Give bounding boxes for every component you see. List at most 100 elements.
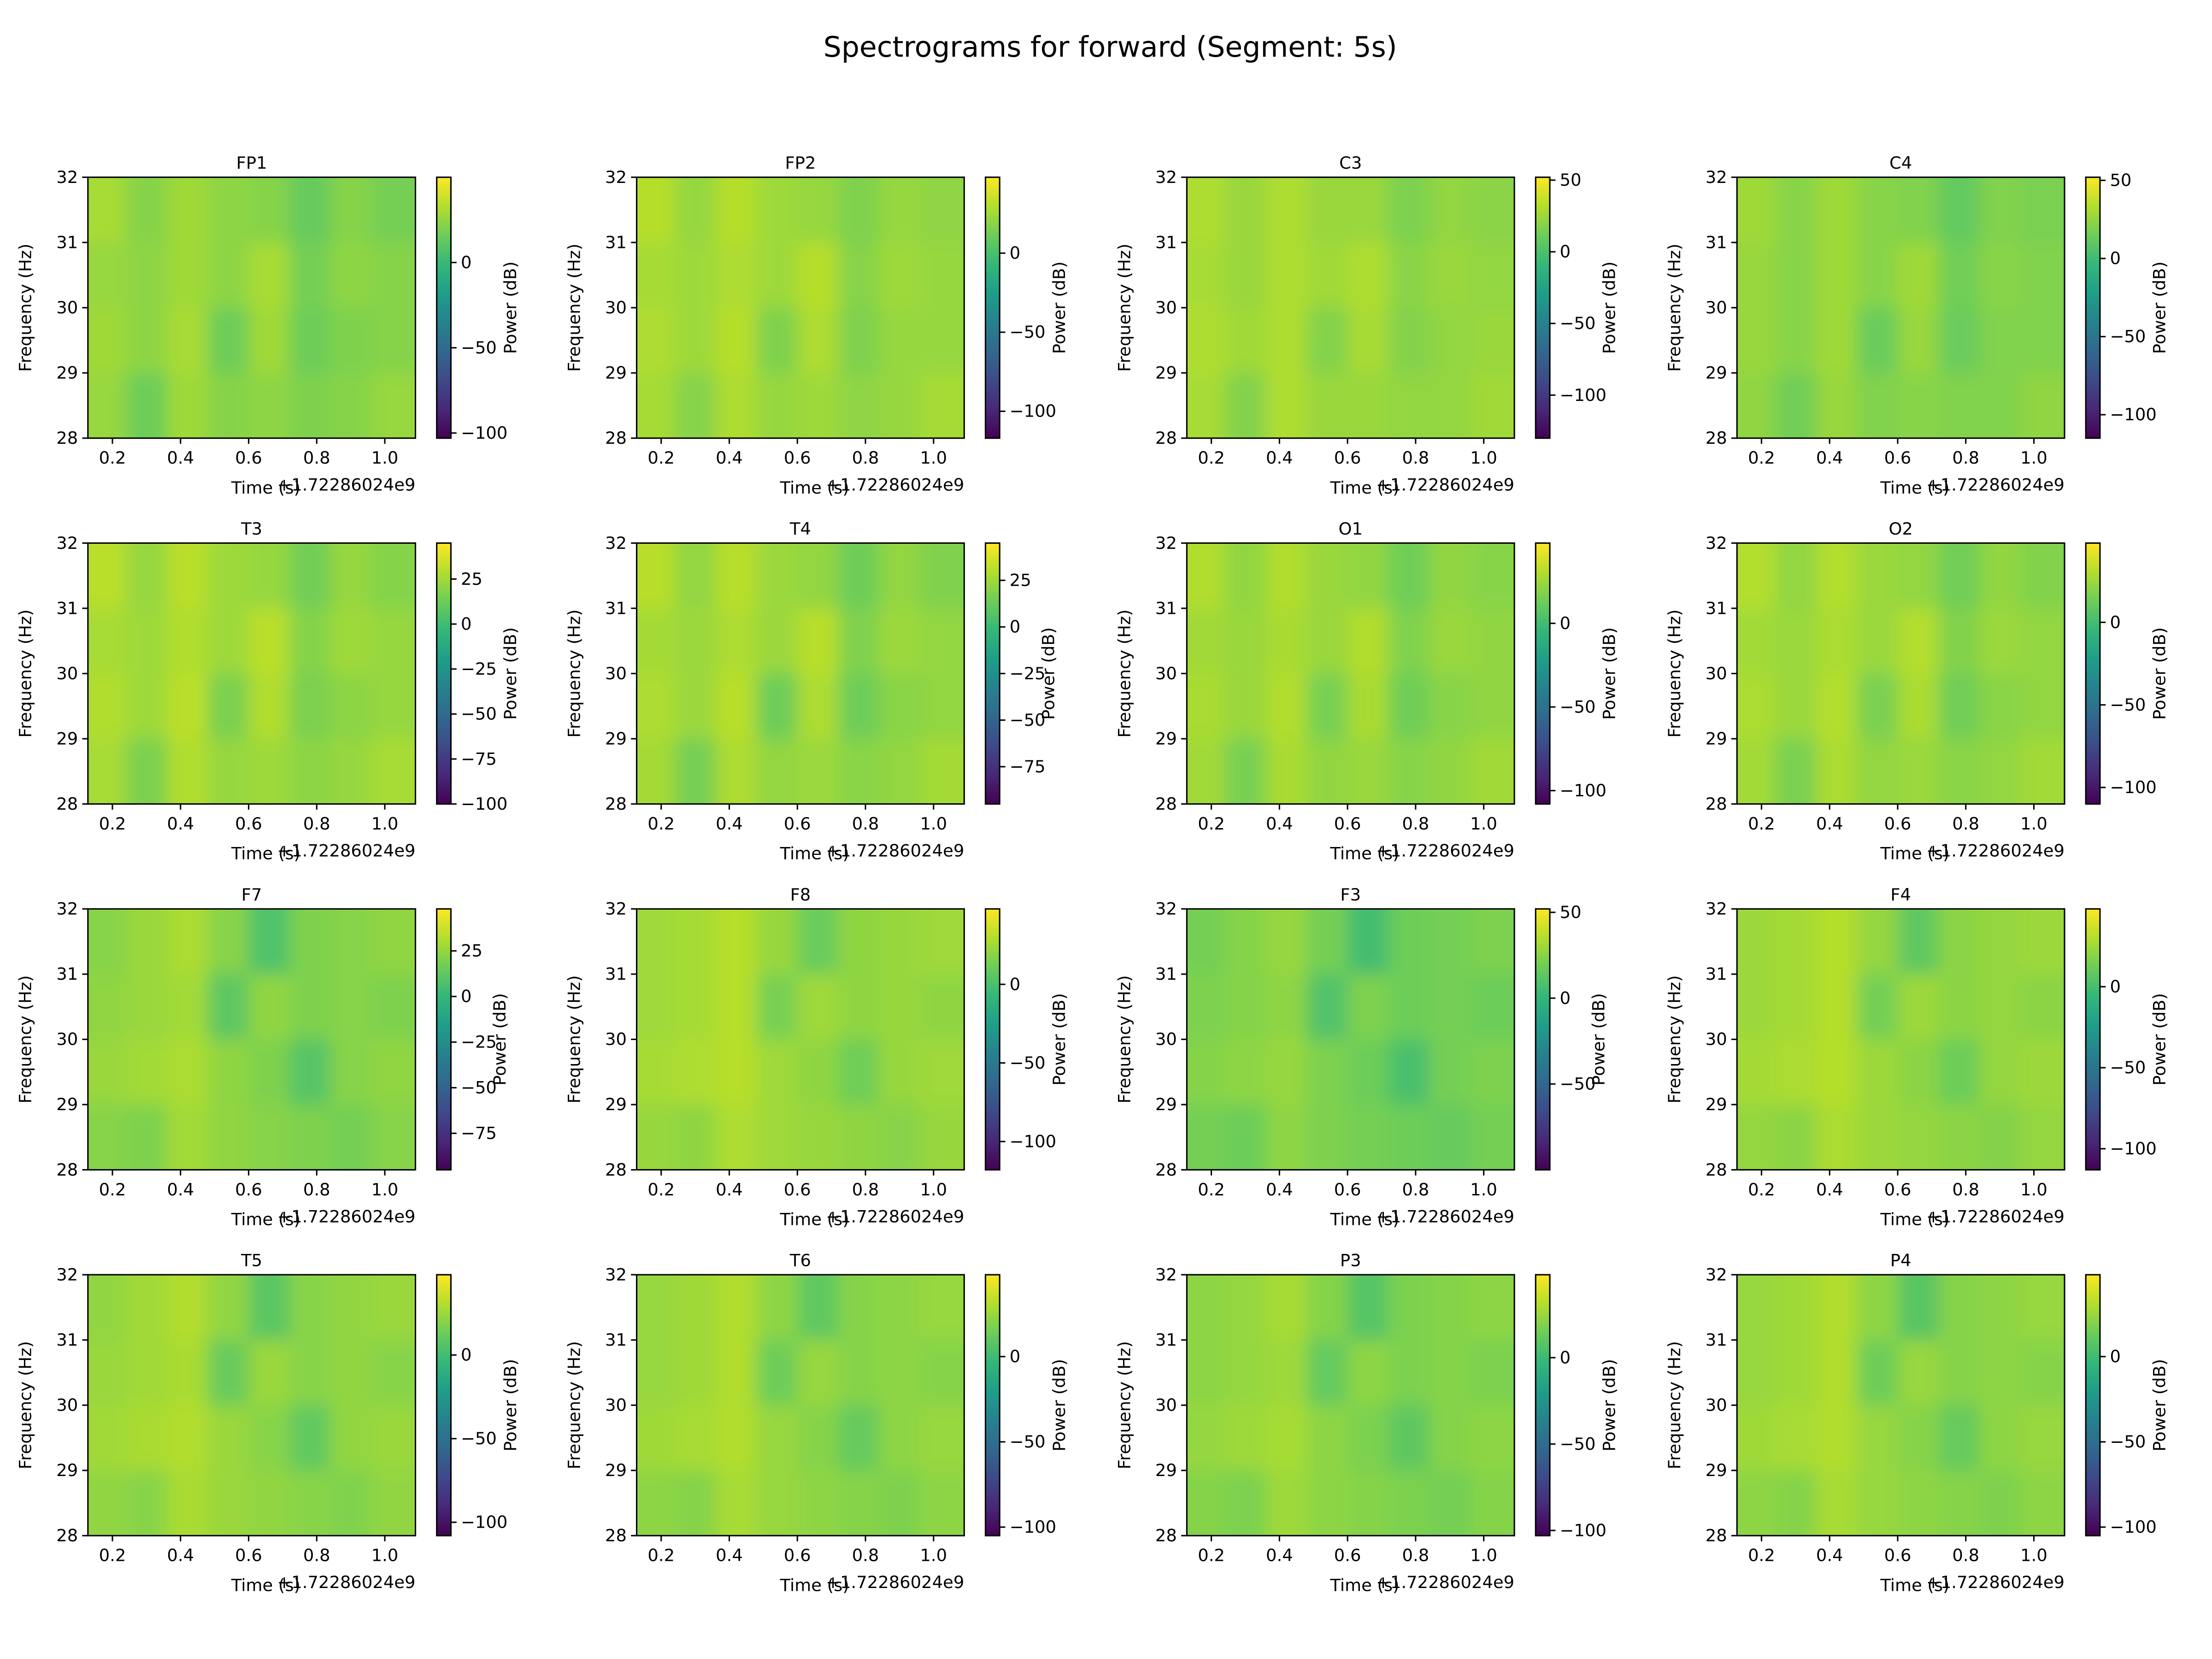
heatmap-cell <box>371 974 416 1040</box>
heatmap-cell <box>1816 1340 1858 1406</box>
heatmap-cell <box>1857 1470 1899 1536</box>
heatmap-cell <box>1897 242 1940 309</box>
heatmap-cell <box>1225 373 1267 438</box>
heatmap-cell <box>248 177 290 243</box>
y-tick-label: 31 <box>56 232 78 252</box>
heatmap-cell <box>289 1340 331 1406</box>
panel-title: C3 <box>1339 153 1362 173</box>
colorbar-tick-label: 0 <box>1010 243 1020 263</box>
x-tick-label: 0.8 <box>1952 448 1979 468</box>
x-tick-label: 0.4 <box>1266 1546 1293 1565</box>
heatmap-cell <box>1265 974 1307 1040</box>
heatmap-cell <box>2020 1340 2065 1406</box>
colorbar-tick-label: −50 <box>1010 322 1046 342</box>
heatmap-cell <box>715 1470 758 1536</box>
heatmap-cell <box>920 1405 965 1471</box>
x-offset-label: +1.72286024e9 <box>277 475 415 495</box>
heatmap-cell <box>1737 673 1776 740</box>
heatmap-cell <box>1979 373 2021 438</box>
heatmap-cell <box>636 1039 676 1106</box>
y-tick-label: 29 <box>1155 363 1177 383</box>
heatmap-cell <box>715 739 758 804</box>
y-tick-label: 28 <box>605 1160 627 1180</box>
heatmap-cell <box>126 1275 168 1341</box>
panel-title: C4 <box>1889 153 1912 173</box>
heatmap-cell <box>1187 373 1226 438</box>
heatmap-cell <box>838 1039 880 1106</box>
heatmap-cell <box>838 608 880 675</box>
heatmap-cell <box>797 543 839 609</box>
heatmap-cell <box>248 1275 290 1341</box>
heatmap-cell <box>167 608 209 675</box>
heatmap-cell <box>1737 1104 1776 1170</box>
x-tick-label: 0.8 <box>1952 1180 1979 1200</box>
heatmap-cell <box>1306 242 1348 309</box>
heatmap <box>1187 543 1515 804</box>
heatmap-cell <box>248 1104 290 1170</box>
x-tick-label: 1.0 <box>371 814 399 834</box>
colorbar <box>1535 908 1551 1171</box>
heatmap-cell <box>1429 177 1471 243</box>
x-tick-label: 0.6 <box>1884 814 1912 834</box>
heatmap-cell <box>1897 1104 1940 1170</box>
heatmap-cell <box>636 1275 676 1341</box>
heatmap-cell <box>2020 673 2065 740</box>
heatmap-cell <box>207 1275 250 1341</box>
heatmap-cell <box>1429 307 1471 374</box>
heatmap-cells <box>1737 909 2065 1170</box>
heatmap-cell <box>167 242 209 309</box>
heatmap-cell <box>1470 673 1515 740</box>
x-tick-label: 0.8 <box>1402 814 1430 834</box>
x-tick-label: 0.6 <box>1334 1180 1361 1200</box>
heatmap-cell <box>1306 974 1348 1040</box>
heatmap-cell <box>126 1405 168 1471</box>
x-axis-label: Time (s) <box>1880 844 1949 864</box>
heatmap-cell <box>1265 673 1307 740</box>
x-tick-label: 0.4 <box>167 814 194 834</box>
heatmap-cell <box>248 974 290 1040</box>
heatmap-cell <box>797 1340 839 1406</box>
heatmap-cell <box>88 673 127 740</box>
heatmap-cell <box>797 1405 839 1471</box>
heatmap-cell <box>1225 673 1267 740</box>
heatmap-cells <box>1187 543 1515 804</box>
heatmap-cell <box>1306 177 1348 243</box>
x-tick-label: 1.0 <box>2020 448 2047 468</box>
heatmap-cell <box>756 1104 798 1170</box>
heatmap-cell <box>920 1104 965 1170</box>
heatmap <box>636 909 965 1170</box>
heatmap-cell <box>1347 307 1389 374</box>
panel-title: F4 <box>1890 885 1911 905</box>
colorbar-label: Power (dB) <box>1049 261 1069 354</box>
colorbar-tick-label: −50 <box>1560 1434 1596 1454</box>
heatmap-cell <box>838 543 880 609</box>
y-tick-label: 29 <box>1155 729 1177 748</box>
heatmap-cell <box>1737 1470 1776 1536</box>
x-offset-label: +1.72286024e9 <box>826 1572 964 1592</box>
colorbar-label: Power (dB) <box>500 261 520 354</box>
y-tick-label: 29 <box>1155 1460 1177 1480</box>
heatmap-cell <box>1938 543 1980 609</box>
colorbar-tick-label: 0 <box>461 1345 471 1365</box>
heatmap-cell <box>1347 177 1389 243</box>
heatmap-cell <box>1306 1340 1348 1406</box>
heatmap-cell <box>1897 307 1940 374</box>
heatmap-cell <box>797 739 839 804</box>
y-tick-label: 30 <box>1706 1395 1727 1415</box>
x-tick-label: 0.6 <box>784 448 811 468</box>
heatmap-cell <box>1938 1039 1980 1106</box>
heatmap-cell <box>167 739 209 804</box>
x-axis-label: Time (s) <box>780 1575 849 1595</box>
y-tick-label: 30 <box>605 664 627 683</box>
y-tick-label: 29 <box>1155 1094 1177 1114</box>
heatmap-cell <box>675 242 717 309</box>
heatmap-cell <box>1857 373 1899 438</box>
heatmap-cell <box>1816 974 1858 1040</box>
heatmap-cell <box>756 739 798 804</box>
panel-t4: T4 0.2 0.4 0.6 0.8 1.0 28 29 30 31 32 Time (s)+1.72… <box>564 519 1058 864</box>
heatmap-cell <box>675 543 717 609</box>
x-offset-label: +1.72286024e9 <box>1376 841 1514 860</box>
y-axis-label: Frequency (Hz) <box>1665 975 1684 1103</box>
y-tick-label: 29 <box>56 363 78 383</box>
heatmap-cell <box>1979 608 2021 675</box>
